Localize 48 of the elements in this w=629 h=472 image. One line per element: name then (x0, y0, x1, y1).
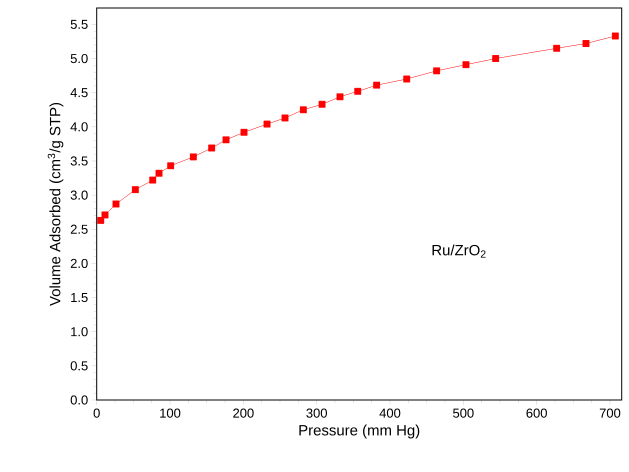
point (222, 136, 230, 144)
y-tick-label: 5.5 (70, 20, 88, 29)
y-tick-label: 4.5 (70, 88, 88, 98)
x-tick-label: 400 (379, 408, 400, 418)
y-tick-label: 2.5 (70, 224, 88, 234)
point (190, 153, 197, 160)
x-tick-label: 200 (233, 408, 254, 418)
x-tick-label: 300 (306, 408, 327, 418)
point (102, 211, 108, 218)
annotation: Ru/ZrO$_{2}$ (432, 244, 486, 258)
y-axis-title: Volume Adsorbed (cm$^{3}$/g STP) (48, 102, 64, 306)
y-tick-label: 3.5 (70, 156, 88, 166)
point (156, 170, 162, 177)
point (264, 120, 270, 128)
point (553, 44, 560, 52)
point (582, 40, 590, 47)
point (132, 186, 139, 194)
x-tick-label: 600 (526, 408, 547, 418)
y-tick-label: 3.0 (70, 190, 88, 200)
point (97, 216, 104, 224)
y-tick-label: 2.0 (70, 258, 88, 268)
point (433, 67, 440, 74)
x-tick-label: 700 (600, 408, 620, 418)
point (336, 93, 344, 100)
x-tick-label: 0 (94, 408, 100, 418)
x-tick-label: 100 (160, 408, 180, 418)
point (373, 82, 380, 89)
y-tick-label: 1.5 (71, 293, 88, 302)
point (300, 106, 307, 114)
x-tick-label: 500 (453, 408, 474, 418)
point (240, 128, 248, 136)
point (403, 76, 410, 82)
point (167, 162, 174, 170)
y-tick-label: 0.0 (70, 395, 88, 405)
point (112, 200, 120, 208)
point (462, 61, 470, 68)
point (612, 32, 619, 40)
y-tick-label: 4.0 (70, 122, 88, 132)
point (492, 55, 500, 62)
point (354, 88, 362, 95)
y-tick-label: 0.5 (70, 361, 88, 370)
point (149, 176, 156, 184)
y-tick-label: 1.0 (71, 327, 88, 336)
y-tick-label: 5.0 (70, 54, 88, 64)
point (318, 100, 326, 108)
point (208, 144, 216, 152)
point (282, 114, 288, 122)
x-axis-title: Pressure (mm Hg) (299, 424, 420, 438)
